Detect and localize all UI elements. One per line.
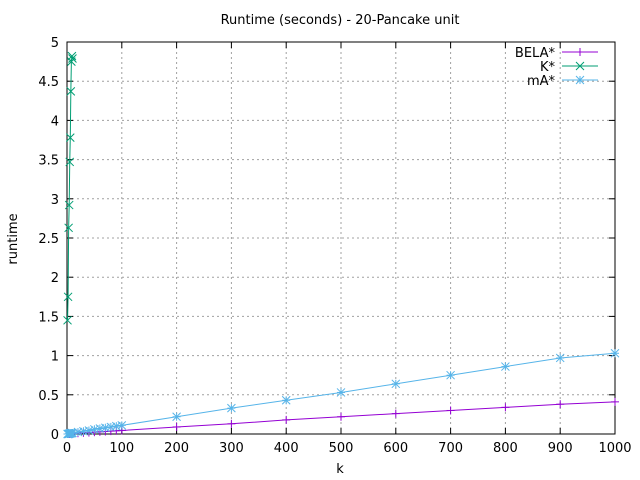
y-tick-label: 4.5 — [38, 75, 59, 90]
y-tick-label: 1 — [51, 350, 59, 365]
x-tick-label: 200 — [164, 441, 189, 456]
legend-marker-k — [575, 61, 585, 71]
data-point-k — [64, 223, 73, 233]
x-tick-label: 0 — [63, 441, 71, 456]
x-tick-label: 800 — [493, 441, 518, 456]
series-line-k — [67, 55, 73, 321]
x-tick-label: 500 — [329, 441, 354, 456]
data-point-ma — [501, 362, 510, 371]
data-point-k — [64, 200, 74, 210]
y-tick-label: 2.5 — [38, 232, 59, 247]
series-k — [63, 51, 77, 325]
grid — [67, 42, 615, 434]
x-tick-label: 100 — [109, 441, 134, 456]
y-tick-label: 0 — [51, 428, 59, 443]
axis-ticks: 0 0.5 1 1.5 2 2.5 3 3.5 4 4.5 5 0 100 200 300 400 500 600… — [38, 36, 631, 456]
data-point-ma — [227, 403, 236, 413]
y-tick-label: 1.5 — [38, 310, 59, 325]
data-point-bela — [446, 406, 455, 415]
y-tick-label: 5 — [51, 36, 59, 51]
y-tick-label: 4 — [51, 114, 59, 129]
x-tick-label: 1000 — [598, 441, 631, 456]
x-tick-label: 600 — [383, 441, 408, 456]
x-tick-label: 400 — [274, 441, 299, 456]
series-layer — [63, 51, 620, 439]
y-axis-label: runtime — [6, 213, 21, 264]
data-point-ma — [172, 412, 181, 422]
data-point-ma — [117, 421, 127, 430]
data-point-ma — [84, 426, 94, 435]
y-tick-label: 3 — [51, 193, 59, 208]
data-point-k — [66, 87, 76, 96]
data-point-ma — [610, 348, 620, 358]
chart-title: Runtime (seconds) - 20-Pancake unit — [221, 13, 460, 28]
data-point-ma — [446, 370, 455, 380]
data-point-ma — [281, 395, 291, 405]
data-point-k — [65, 133, 75, 143]
data-point-bela — [391, 409, 400, 418]
data-point-k — [63, 292, 73, 302]
legend-label-ma: mA* — [527, 74, 556, 89]
data-point-bela — [611, 397, 619, 406]
data-point-k — [63, 315, 72, 325]
legend-label-bela: BELA* — [515, 46, 556, 61]
data-point-k — [68, 54, 77, 63]
data-point-ma — [555, 353, 565, 363]
legend: BELA*K*mA* — [515, 46, 598, 89]
legend-marker-ma — [575, 75, 585, 85]
data-point-k — [67, 51, 77, 61]
data-point-ma — [68, 428, 77, 438]
x-tick-label: 900 — [548, 441, 573, 456]
data-point-bela — [227, 419, 236, 428]
x-tick-label: 300 — [219, 441, 244, 456]
y-tick-label: 0.5 — [38, 389, 59, 404]
y-tick-label: 2 — [51, 271, 59, 286]
data-point-ma — [391, 379, 401, 389]
x-axis-label: k — [336, 462, 344, 477]
data-point-bela — [556, 400, 565, 409]
series-ma — [63, 348, 620, 439]
legend-marker-bela — [576, 48, 584, 56]
data-point-ma — [336, 388, 346, 397]
data-point-k — [65, 157, 75, 167]
legend-label-k: K* — [540, 60, 556, 75]
data-point-bela — [337, 412, 345, 421]
data-point-bela — [501, 403, 510, 412]
x-tick-label: 700 — [438, 441, 463, 456]
y-tick-label: 3.5 — [38, 154, 59, 169]
data-point-bela — [172, 422, 181, 431]
data-point-bela — [282, 415, 291, 424]
